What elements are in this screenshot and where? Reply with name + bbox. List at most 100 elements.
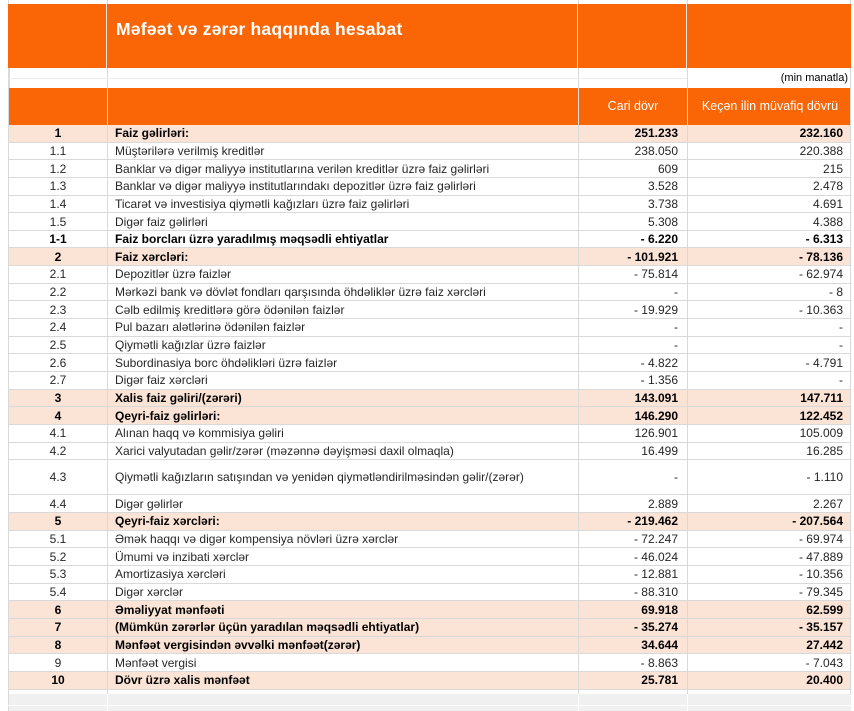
row-label-cell: Müştərilərə verilmiş kreditlər [107, 142, 578, 160]
current-period-value-cell: - 219.462 [578, 513, 687, 530]
row-number-cell: 1 [54, 126, 62, 141]
previous-period-value-cell: 105.009 [687, 424, 852, 442]
table-row: 2.1 Depozitlər üzrə faizlər - 75.814- 62.9… [8, 266, 851, 284]
current-period-value-cell: 238.050 [578, 142, 687, 160]
row-label-cell: Əmək haqqı və digər kompensiya növləri ü… [107, 530, 578, 548]
row-label-cell: Mərkəzi bank və dövlət fondları qarşısın… [107, 283, 578, 301]
row-number-cell: 2.1 [49, 267, 67, 282]
row-number-cell: 4.3 [49, 470, 67, 485]
row-label-cell: Ticarət və investisiya qiymətli kağızlar… [107, 195, 578, 213]
row-number-cell: 6 [54, 602, 62, 617]
current-period-value-cell: 143.091 [578, 389, 687, 407]
current-period-value-cell: - 75.814 [578, 266, 687, 283]
previous-period-value-cell: - [687, 336, 852, 354]
previous-period-value-cell: - [687, 319, 852, 336]
row-number-cell: 2.4 [49, 320, 67, 335]
row-number-cell: 7 [54, 620, 62, 635]
title-band: Məfəət və zərər haqqında hesabat [8, 4, 851, 68]
row-label-cell: Xalis faiz gəliri/(zərəri) [107, 389, 578, 407]
current-period-value-cell: 3.738 [578, 195, 687, 213]
current-period-value-cell: - 8.863 [578, 654, 687, 671]
table-row: 8 Mənfəət vergisindən əvvəlki mənfəət(zər… [8, 636, 852, 655]
row-number-cell: 4.4 [49, 496, 67, 511]
row-label-cell: Alınan haqq və kommisiya gəliri [107, 424, 578, 442]
row-label-cell: Faiz xərcləri: [107, 248, 578, 266]
previous-period-value-cell: 215 [687, 160, 852, 177]
previous-period-value-cell: 220.388 [687, 142, 852, 160]
row-label-cell: Cəlb edilmiş kreditlərə görə ödənilən fa… [107, 301, 578, 319]
row-label-cell: Depozitlər üzrə faizlər [107, 266, 578, 283]
current-period-value-cell: - 101.921 [578, 248, 687, 266]
table-row: 1.4 Ticarət və investisiya qiymətli kağız… [8, 195, 852, 214]
row-number-cell: 5.2 [49, 549, 67, 564]
page-title: Məfəət və zərər haqqında hesabat [116, 19, 403, 39]
current-period-value-cell: 146.290 [578, 407, 687, 424]
table-row: 4 Qeyri-faiz gəlirləri: 146.290 122.452 [8, 407, 851, 425]
row-label-cell: Qiymətli kağızların satışından və yenidə… [107, 460, 578, 495]
current-period-value-cell: 16.499 [578, 442, 687, 460]
row-label-cell: Dövr üzrə xalis mənfəət [107, 671, 578, 689]
table-row: 4.4 Digər gəlirlər 2.889 2.267 [8, 495, 852, 514]
row-label-cell: Əməliyyat mənfəəti [107, 601, 578, 618]
unit-row: (min manatla) [8, 68, 851, 88]
current-period-value-cell: - [578, 336, 687, 354]
table-row: 1.1 Müştərilərə verilmiş kreditlər 238.050… [8, 142, 852, 161]
row-number-cell: 1.2 [49, 161, 67, 176]
row-number-cell: 2 [54, 249, 62, 264]
table-row: 2.3 Cəlb edilmiş kreditlərə görə ödənilən… [8, 301, 851, 320]
previous-period-value-cell: 62.599 [687, 601, 852, 618]
current-period-value-cell: - 35.274 [578, 618, 687, 636]
table-row: 5.4 Digər xərclər - 88.310- 79.345 [8, 583, 851, 602]
row-number-cell: 3 [54, 390, 62, 405]
row-label-cell: Digər faiz xərcləri [107, 371, 578, 389]
previous-period-value-cell: 2.478 [687, 177, 852, 195]
current-period-value-cell: 609 [578, 160, 687, 177]
table-row: 1-1 Faiz borcları üzrə yaradılmış məqsədl… [8, 230, 851, 249]
table-row: 5.3 Amortizasiya xərcləri - 12.881- 10.356 [8, 566, 851, 584]
row-number-cell: 5.1 [49, 532, 67, 547]
row-number-cell: 2.6 [49, 355, 67, 370]
current-period-value-cell: - [578, 319, 687, 336]
row-number-cell: 4.1 [49, 426, 67, 441]
table-row: 2.2 Mərkəzi bank və dövlət fondları qarşı… [8, 283, 851, 302]
table-row: 9 Mənfəət vergisi - 8.863- 7.043 [8, 654, 851, 672]
table-row: 1.3 Banklar və digər maliyyə institutları… [8, 177, 852, 196]
previous-period-value-cell: 4.691 [687, 195, 852, 213]
previous-period-value-cell: - [687, 371, 852, 389]
table-row: 1.5 Digər faiz gəlirləri 5.308 4.388 [8, 213, 851, 231]
row-number-cell: 9 [54, 655, 62, 670]
row-label-cell: Qeyri-faiz gəlirləri: [107, 407, 578, 424]
empty-bottom-row [8, 689, 851, 694]
previous-period-value-cell: 20.400 [687, 671, 852, 689]
row-number-cell: 1.3 [49, 179, 67, 194]
table-row: 2 Faiz xərcləri: - 101.921- 78.136 [8, 248, 852, 267]
current-period-value-cell: - 46.024 [578, 548, 687, 566]
previous-period-value-cell: 232.160 [687, 125, 852, 142]
row-label-cell: Amortizasiya xərcləri [107, 566, 578, 583]
current-period-value-cell: - 4.822 [578, 354, 687, 371]
table-row: 4.3 Qiymətli kağızların satışından və yen… [8, 460, 851, 496]
gridline [9, 78, 687, 79]
previous-period-value-cell: - 78.136 [687, 248, 852, 266]
previous-period-value-cell: - 4.791 [687, 354, 852, 371]
current-period-value-cell: 25.781 [578, 671, 687, 689]
table-row: 2.7 Digər faiz xərcləri - 1.356- [8, 371, 852, 390]
title-band-cell-a [8, 4, 106, 68]
table-row: 5.2 Ümumi və inzibati xərclər - 46.024- 47… [8, 548, 851, 567]
current-period-value-cell: 126.901 [578, 424, 687, 442]
row-number-cell: 10 [51, 673, 65, 688]
row-number-cell: 8 [54, 637, 62, 652]
row-label-cell: Faiz borcları üzrə yaradılmış məqsədli e… [107, 230, 578, 248]
table-row: 5 Qeyri-faiz xərcləri: - 219.462- 207.564 [8, 513, 851, 531]
row-label-cell: Banklar və digər maliyyə institutlarında… [107, 177, 578, 195]
previous-period-value-cell: 2.267 [687, 495, 852, 513]
current-period-value-cell: - 88.310 [578, 583, 687, 601]
previous-period-value-cell: 122.452 [687, 407, 852, 424]
header-cell-number [9, 88, 107, 125]
current-period-value-cell: - 72.247 [578, 530, 687, 548]
table-row: 6 Əməliyyat mənfəəti 69.918 62.599 [8, 601, 851, 619]
row-number-cell: 2.2 [49, 285, 67, 300]
row-label-cell: Mənfəət vergisi [107, 654, 578, 671]
previous-period-value-cell: 27.442 [687, 636, 852, 654]
row-number-cell: 1-1 [49, 232, 67, 247]
